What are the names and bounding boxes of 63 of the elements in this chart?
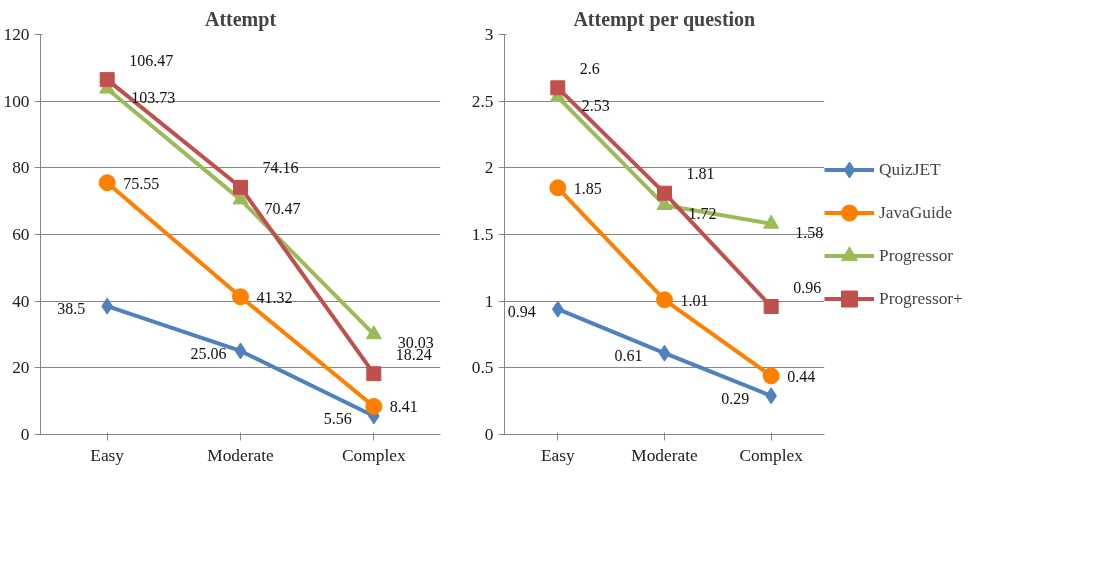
- data-label: 75.55: [123, 174, 160, 192]
- x-tick-label: Complex: [342, 445, 406, 465]
- data-label: 1.01: [680, 291, 709, 309]
- y-tick-label: 0.5: [471, 358, 494, 378]
- data-label: 41.32: [256, 288, 293, 306]
- data-label: 1.81: [686, 165, 715, 183]
- data-label: 0.44: [787, 367, 816, 385]
- y-tick-label: 3: [484, 25, 494, 44]
- y-tick-label: 0: [20, 425, 30, 444]
- data-label: 70.47: [264, 199, 301, 217]
- data-label: 38.5: [57, 300, 86, 318]
- point: [763, 299, 779, 314]
- point: [365, 325, 382, 340]
- data-label: 0.61: [614, 347, 643, 365]
- legend-label: JavaGuide: [879, 201, 953, 224]
- y-tick-label: 100: [3, 91, 30, 111]
- point: [550, 80, 566, 96]
- point: [762, 367, 780, 385]
- y-tick-label: 60: [12, 225, 30, 244]
- x-tick-label: Moderate: [207, 445, 275, 465]
- point: [232, 288, 249, 306]
- data-label: 0.96: [793, 278, 822, 296]
- point: [366, 366, 382, 382]
- point: [98, 174, 116, 192]
- chart-title: Attempt per question: [573, 7, 756, 31]
- data-label: 1.58: [795, 223, 824, 241]
- point: [656, 291, 673, 309]
- x-tick-label: Easy: [90, 445, 125, 465]
- data-label: 8.41: [389, 398, 418, 416]
- y-tick-label: 20: [12, 358, 30, 378]
- data-label: 106.47: [129, 51, 174, 69]
- data-label: 2.6: [579, 59, 600, 77]
- data-label: 103.73: [131, 88, 176, 106]
- legend-label: QuizJET: [879, 158, 941, 181]
- point: [657, 185, 672, 201]
- y-tick-label: 1: [484, 291, 494, 311]
- point: [365, 397, 383, 415]
- point: [233, 179, 248, 195]
- point: [658, 344, 671, 362]
- y-tick-label: 120: [3, 25, 30, 44]
- x-tick-label: Moderate: [631, 445, 699, 465]
- legend-label: Progressor: [879, 244, 954, 267]
- data-label: 0.29: [721, 389, 750, 407]
- y-tick-label: 40: [12, 291, 30, 311]
- x-tick-label: Easy: [540, 445, 576, 465]
- legend-label: Progressor+: [879, 287, 963, 310]
- y-tick-label: 0: [484, 425, 494, 444]
- point: [763, 214, 780, 229]
- point: [234, 342, 247, 360]
- y-tick-label: 2.5: [471, 91, 494, 111]
- point: [99, 72, 115, 88]
- point: [549, 179, 567, 197]
- data-label: 5.56: [323, 409, 352, 427]
- data-label: 74.16: [262, 159, 299, 177]
- data-label: 0.94: [507, 303, 536, 321]
- y-tick-label: 1.5: [471, 225, 494, 244]
- data-label: 25.06: [190, 344, 227, 362]
- y-tick-label: 80: [12, 158, 30, 178]
- data-label: 2.53: [581, 97, 610, 115]
- chart-title: Attempt: [204, 7, 277, 31]
- x-tick-label: Complex: [739, 445, 804, 465]
- y-tick-label: 2: [484, 158, 494, 178]
- data-label: 1.85: [573, 179, 602, 197]
